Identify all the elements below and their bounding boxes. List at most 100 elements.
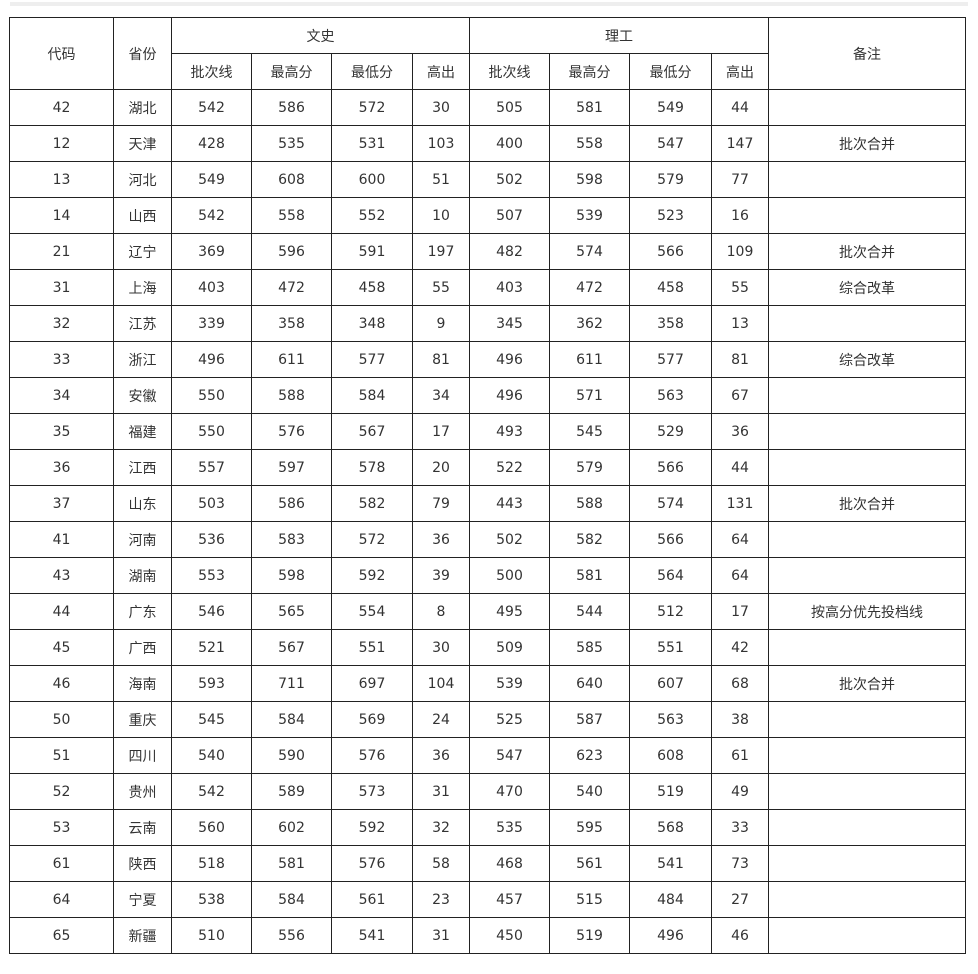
cell-science-above: 131 bbox=[711, 485, 769, 522]
cell-code: 36 bbox=[9, 449, 114, 486]
cell-code: 53 bbox=[9, 809, 114, 846]
cell-science-min: 541 bbox=[629, 845, 712, 882]
cell-arts-min: 551 bbox=[331, 629, 413, 666]
header-row-1: 代码 省份 文史 理工 备注 bbox=[9, 17, 966, 90]
cell-province: 广西 bbox=[113, 629, 172, 666]
cell-province: 贵州 bbox=[113, 773, 172, 810]
cell-arts-above: 104 bbox=[412, 665, 470, 702]
table-row: 50 重庆 545 584 569 24 525 587 563 38 bbox=[9, 701, 966, 738]
cell-science-batch-line: 443 bbox=[469, 485, 550, 522]
cell-note bbox=[768, 917, 966, 954]
cell-arts-max: 583 bbox=[251, 521, 332, 558]
cell-science-max: 595 bbox=[549, 809, 630, 846]
cell-arts-min: 569 bbox=[331, 701, 413, 738]
cell-arts-min: 561 bbox=[331, 881, 413, 918]
table-row: 33 浙江 496 611 577 81 496 611 577 81 综合改革 bbox=[9, 341, 966, 378]
cell-arts-batch-line: 550 bbox=[171, 413, 252, 450]
cell-science-max: 571 bbox=[549, 377, 630, 414]
cell-science-batch-line: 547 bbox=[469, 737, 550, 774]
table-row: 42 湖北 542 586 572 30 505 581 549 44 bbox=[9, 89, 966, 126]
cell-province: 福建 bbox=[113, 413, 172, 450]
cell-arts-batch-line: 339 bbox=[171, 305, 252, 342]
table-row: 52 贵州 542 589 573 31 470 540 519 49 bbox=[9, 773, 966, 810]
cell-arts-max: 596 bbox=[251, 233, 332, 270]
cell-arts-max: 358 bbox=[251, 305, 332, 342]
cell-arts-max: 597 bbox=[251, 449, 332, 486]
cell-science-batch-line: 495 bbox=[469, 593, 550, 630]
cell-science-min: 563 bbox=[629, 377, 712, 414]
cell-arts-above: 8 bbox=[412, 593, 470, 630]
cell-science-min: 458 bbox=[629, 269, 712, 306]
cell-science-above: 147 bbox=[711, 125, 769, 162]
cell-code: 65 bbox=[9, 917, 114, 954]
cell-note bbox=[768, 521, 966, 558]
cell-science-max: 544 bbox=[549, 593, 630, 630]
table-row: 65 新疆 510 556 541 31 450 519 496 46 bbox=[9, 917, 966, 954]
cell-arts-max: 576 bbox=[251, 413, 332, 450]
cell-arts-min: 592 bbox=[331, 557, 413, 594]
header-row-2: 批次线 最高分 最低分 高出 批次线 最高分 最低分 高出 bbox=[10, 53, 966, 90]
cell-science-min: 566 bbox=[629, 233, 712, 270]
cell-province: 新疆 bbox=[113, 917, 172, 954]
cell-arts-batch-line: 428 bbox=[171, 125, 252, 162]
cell-code: 43 bbox=[9, 557, 114, 594]
table-row: 46 海南 593 711 697 104 539 640 607 68 批次合并 bbox=[9, 665, 966, 702]
cell-science-min: 568 bbox=[629, 809, 712, 846]
cell-province: 四川 bbox=[113, 737, 172, 774]
cell-science-batch-line: 522 bbox=[469, 449, 550, 486]
cell-arts-min: 592 bbox=[331, 809, 413, 846]
cell-arts-max: 584 bbox=[251, 701, 332, 738]
cell-note bbox=[768, 197, 966, 234]
cell-code: 33 bbox=[9, 341, 114, 378]
cell-science-batch-line: 500 bbox=[469, 557, 550, 594]
cell-code: 31 bbox=[9, 269, 114, 306]
cell-science-min: 574 bbox=[629, 485, 712, 522]
cell-province: 江西 bbox=[113, 449, 172, 486]
cell-note bbox=[768, 845, 966, 882]
table-row: 53 云南 560 602 592 32 535 595 568 33 bbox=[9, 809, 966, 846]
cell-province: 山西 bbox=[113, 197, 172, 234]
cell-arts-max: 611 bbox=[251, 341, 332, 378]
cell-science-above: 81 bbox=[711, 341, 769, 378]
cell-province: 湖南 bbox=[113, 557, 172, 594]
cell-arts-max: 598 bbox=[251, 557, 332, 594]
cell-arts-batch-line: 536 bbox=[171, 521, 252, 558]
header-science: 理工 bbox=[469, 17, 769, 54]
cell-science-min: 563 bbox=[629, 701, 712, 738]
cell-science-max: 588 bbox=[549, 485, 630, 522]
cell-science-above: 38 bbox=[711, 701, 769, 738]
cell-note bbox=[768, 773, 966, 810]
cell-science-batch-line: 468 bbox=[469, 845, 550, 882]
cell-arts-batch-line: 549 bbox=[171, 161, 252, 198]
cell-arts-max: 586 bbox=[251, 89, 332, 126]
cell-note: 批次合并 bbox=[768, 485, 966, 522]
table-row: 21 辽宁 369 596 591 197 482 574 566 109 批次合并 bbox=[9, 233, 966, 270]
cell-arts-above: 9 bbox=[412, 305, 470, 342]
cell-code: 44 bbox=[9, 593, 114, 630]
cell-science-min: 551 bbox=[629, 629, 712, 666]
cell-science-max: 581 bbox=[549, 557, 630, 594]
cell-science-max: 582 bbox=[549, 521, 630, 558]
cell-science-max: 587 bbox=[549, 701, 630, 738]
header-science-min: 最低分 bbox=[629, 53, 712, 90]
cell-code: 45 bbox=[9, 629, 114, 666]
cell-arts-min: 576 bbox=[331, 845, 413, 882]
cell-arts-above: 197 bbox=[412, 233, 470, 270]
cell-arts-max: 472 bbox=[251, 269, 332, 306]
cell-science-max: 640 bbox=[549, 665, 630, 702]
cell-arts-batch-line: 510 bbox=[171, 917, 252, 954]
cell-arts-min: 584 bbox=[331, 377, 413, 414]
cell-science-max: 579 bbox=[549, 449, 630, 486]
cell-science-above: 46 bbox=[711, 917, 769, 954]
cell-province: 河北 bbox=[113, 161, 172, 198]
cell-note bbox=[768, 377, 966, 414]
cell-science-batch-line: 535 bbox=[469, 809, 550, 846]
cell-science-max: 598 bbox=[549, 161, 630, 198]
cell-science-min: 523 bbox=[629, 197, 712, 234]
cell-province: 天津 bbox=[113, 125, 172, 162]
cell-science-above: 73 bbox=[711, 845, 769, 882]
cell-province: 安徽 bbox=[113, 377, 172, 414]
cell-arts-batch-line: 550 bbox=[171, 377, 252, 414]
cell-note: 综合改革 bbox=[768, 269, 966, 306]
cell-code: 37 bbox=[9, 485, 114, 522]
